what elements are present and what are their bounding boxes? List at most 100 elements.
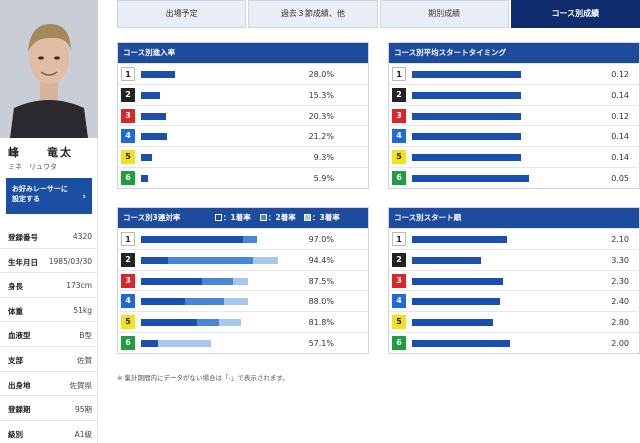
lane-number-badge: 4 <box>392 294 406 309</box>
row-value: 9.3% <box>313 153 334 163</box>
lane-number-badge: 3 <box>392 273 406 288</box>
profile-label: 生年月日 <box>8 257 38 267</box>
profile-row: 級別 A1級 <box>0 421 98 443</box>
panel-top3-rate: コース別3連対率 ：1着率 ：2着率 ：3着率 1 97.0% 2 94.4% 3 87.5% 4 8… <box>117 207 369 354</box>
racer-sidebar: 峰 竜太 ミネ リュウタ お好みレーサーに 設定する › 登録番号 4320 生年月… <box>0 0 98 443</box>
third-place-bar <box>232 277 248 285</box>
table-row: 1 0.12 <box>389 63 639 84</box>
row-value: 15.3% <box>308 90 334 100</box>
row-value: 2.00 <box>611 338 629 348</box>
profile-label: 出身地 <box>8 380 31 390</box>
value-bar <box>412 339 510 347</box>
value-bar <box>141 174 149 182</box>
tab-3[interactable]: 期別成績 <box>379 0 509 28</box>
racer-name: 峰 竜太 <box>8 146 73 159</box>
value-bar <box>412 112 522 120</box>
legend-label: ：3着率 <box>312 213 340 222</box>
row-value: 94.4% <box>308 255 334 265</box>
value-bar <box>412 256 481 264</box>
value-bar <box>141 133 167 141</box>
lane-number-badge: 3 <box>121 108 135 123</box>
first-place-bar <box>141 298 185 306</box>
lane-number-badge: 6 <box>121 335 135 350</box>
row-value: 97.0% <box>308 235 334 244</box>
tab-2[interactable]: 過去３節成績、他 <box>248 0 378 28</box>
table-row: 5 9.3% <box>118 146 368 167</box>
panel-title: コース別3連対率 ：1着率 ：2着率 ：3着率 <box>118 208 368 228</box>
row-value: 57.1% <box>308 338 334 348</box>
racer-kana: ミネ リュウタ <box>8 163 57 171</box>
row-value: 20.3% <box>308 111 334 121</box>
second-place-bar <box>197 319 220 327</box>
profile-label: 血液型 <box>8 331 31 341</box>
value-bar <box>141 71 176 78</box>
profile-value: 佐賀 <box>77 355 92 365</box>
panel-start-order: コース別スタート順 1 2.10 2 3.30 3 2.30 4 2.40 5 2.80 6 2.00 <box>388 207 640 354</box>
lane-number-badge: 5 <box>392 315 406 330</box>
lane-number-badge: 2 <box>121 87 135 102</box>
profile-value: 佐賀県 <box>69 380 93 390</box>
tab-1[interactable]: 出場予定 <box>117 0 247 28</box>
profile-value: 51kg <box>73 305 92 315</box>
row-value: 3.30 <box>611 255 629 265</box>
first-place-bar <box>141 277 202 285</box>
table-row: 3 0.12 <box>389 104 639 126</box>
lane-number-badge: 4 <box>121 129 135 144</box>
profile-row: 身長 173cm <box>0 273 98 298</box>
legend-label: ：1着率 <box>223 213 251 222</box>
table-row: 1 2.10 <box>389 228 639 249</box>
profile-row: 生年月日 1985/03/30 <box>0 249 98 274</box>
favorite-racer-button[interactable]: お好みレーサーに 設定する › <box>6 178 92 214</box>
row-value: 88.0% <box>308 297 334 307</box>
panel-title: コース別平均スタートタイミング <box>389 43 639 63</box>
table-row: 3 20.3% <box>118 104 368 126</box>
profile-row: 出身地 佐賀県 <box>0 372 98 397</box>
tab-4[interactable]: コース別成績 <box>510 0 640 28</box>
panel-avg-start-timing: コース別平均スタートタイミング 1 0.12 2 0.14 3 0.12 4 0.14 5 0.14… <box>388 42 640 189</box>
lane-number-badge: 2 <box>392 252 406 267</box>
third-place-bar <box>158 339 211 347</box>
value-bar <box>412 174 529 182</box>
panel-entry-rate: コース別進入率 1 28.0% 2 15.3% 3 20.3% 4 21.2% 5 9.3% 6 5.9… <box>117 42 369 189</box>
first-place-bar <box>141 236 244 243</box>
first-place-bar <box>141 339 159 347</box>
lane-number-badge: 3 <box>121 273 135 288</box>
profile-value: B型 <box>79 331 92 341</box>
lane-number-badge: 5 <box>121 150 135 165</box>
row-value: 0.14 <box>611 132 629 142</box>
first-place-bar <box>141 256 168 264</box>
row-value: 2.30 <box>611 276 629 286</box>
row-value: 81.8% <box>308 318 334 328</box>
table-row: 1 28.0% <box>118 63 368 84</box>
row-value: 0.05 <box>611 173 629 183</box>
tab-bar: 出場予定 過去３節成績、他 期別成績 コース別成績 <box>117 0 640 28</box>
row-value: 0.12 <box>611 70 629 79</box>
profile-value: 4320 <box>72 232 92 241</box>
third-place-bar <box>219 319 242 327</box>
racer-profile-table: 登録番号 4320 生年月日 1985/03/30 身長 173cm 体重 51kg 血液型 B型… <box>0 224 98 443</box>
profile-row: 登録期 95期 <box>0 396 98 421</box>
value-bar <box>412 236 507 243</box>
lane-number-badge: 5 <box>121 315 135 330</box>
lane-number-badge: 6 <box>392 335 406 350</box>
second-place-bar <box>202 277 233 285</box>
value-bar <box>412 133 522 141</box>
lane-number-badge: 1 <box>121 232 135 246</box>
value-bar <box>412 71 522 78</box>
profile-row: 体重 51kg <box>0 298 98 323</box>
table-row: 3 87.5% <box>118 269 368 291</box>
profile-value: 1985/03/30 <box>48 256 92 266</box>
value-bar <box>412 319 493 327</box>
row-value: 87.5% <box>308 276 334 286</box>
legend-swatch <box>260 214 267 221</box>
profile-row: 血液型 B型 <box>0 322 98 347</box>
profile-label: 身長 <box>8 282 23 292</box>
lane-number-badge: 1 <box>392 232 406 246</box>
row-value: 0.14 <box>611 153 629 163</box>
third-place-bar <box>223 298 249 306</box>
profile-label: 登録期 <box>8 405 31 415</box>
profile-label: 支部 <box>8 355 23 365</box>
table-row: 1 97.0% <box>118 228 368 249</box>
third-place-bar <box>253 256 278 264</box>
panel-title: コース別進入率 <box>118 43 368 63</box>
